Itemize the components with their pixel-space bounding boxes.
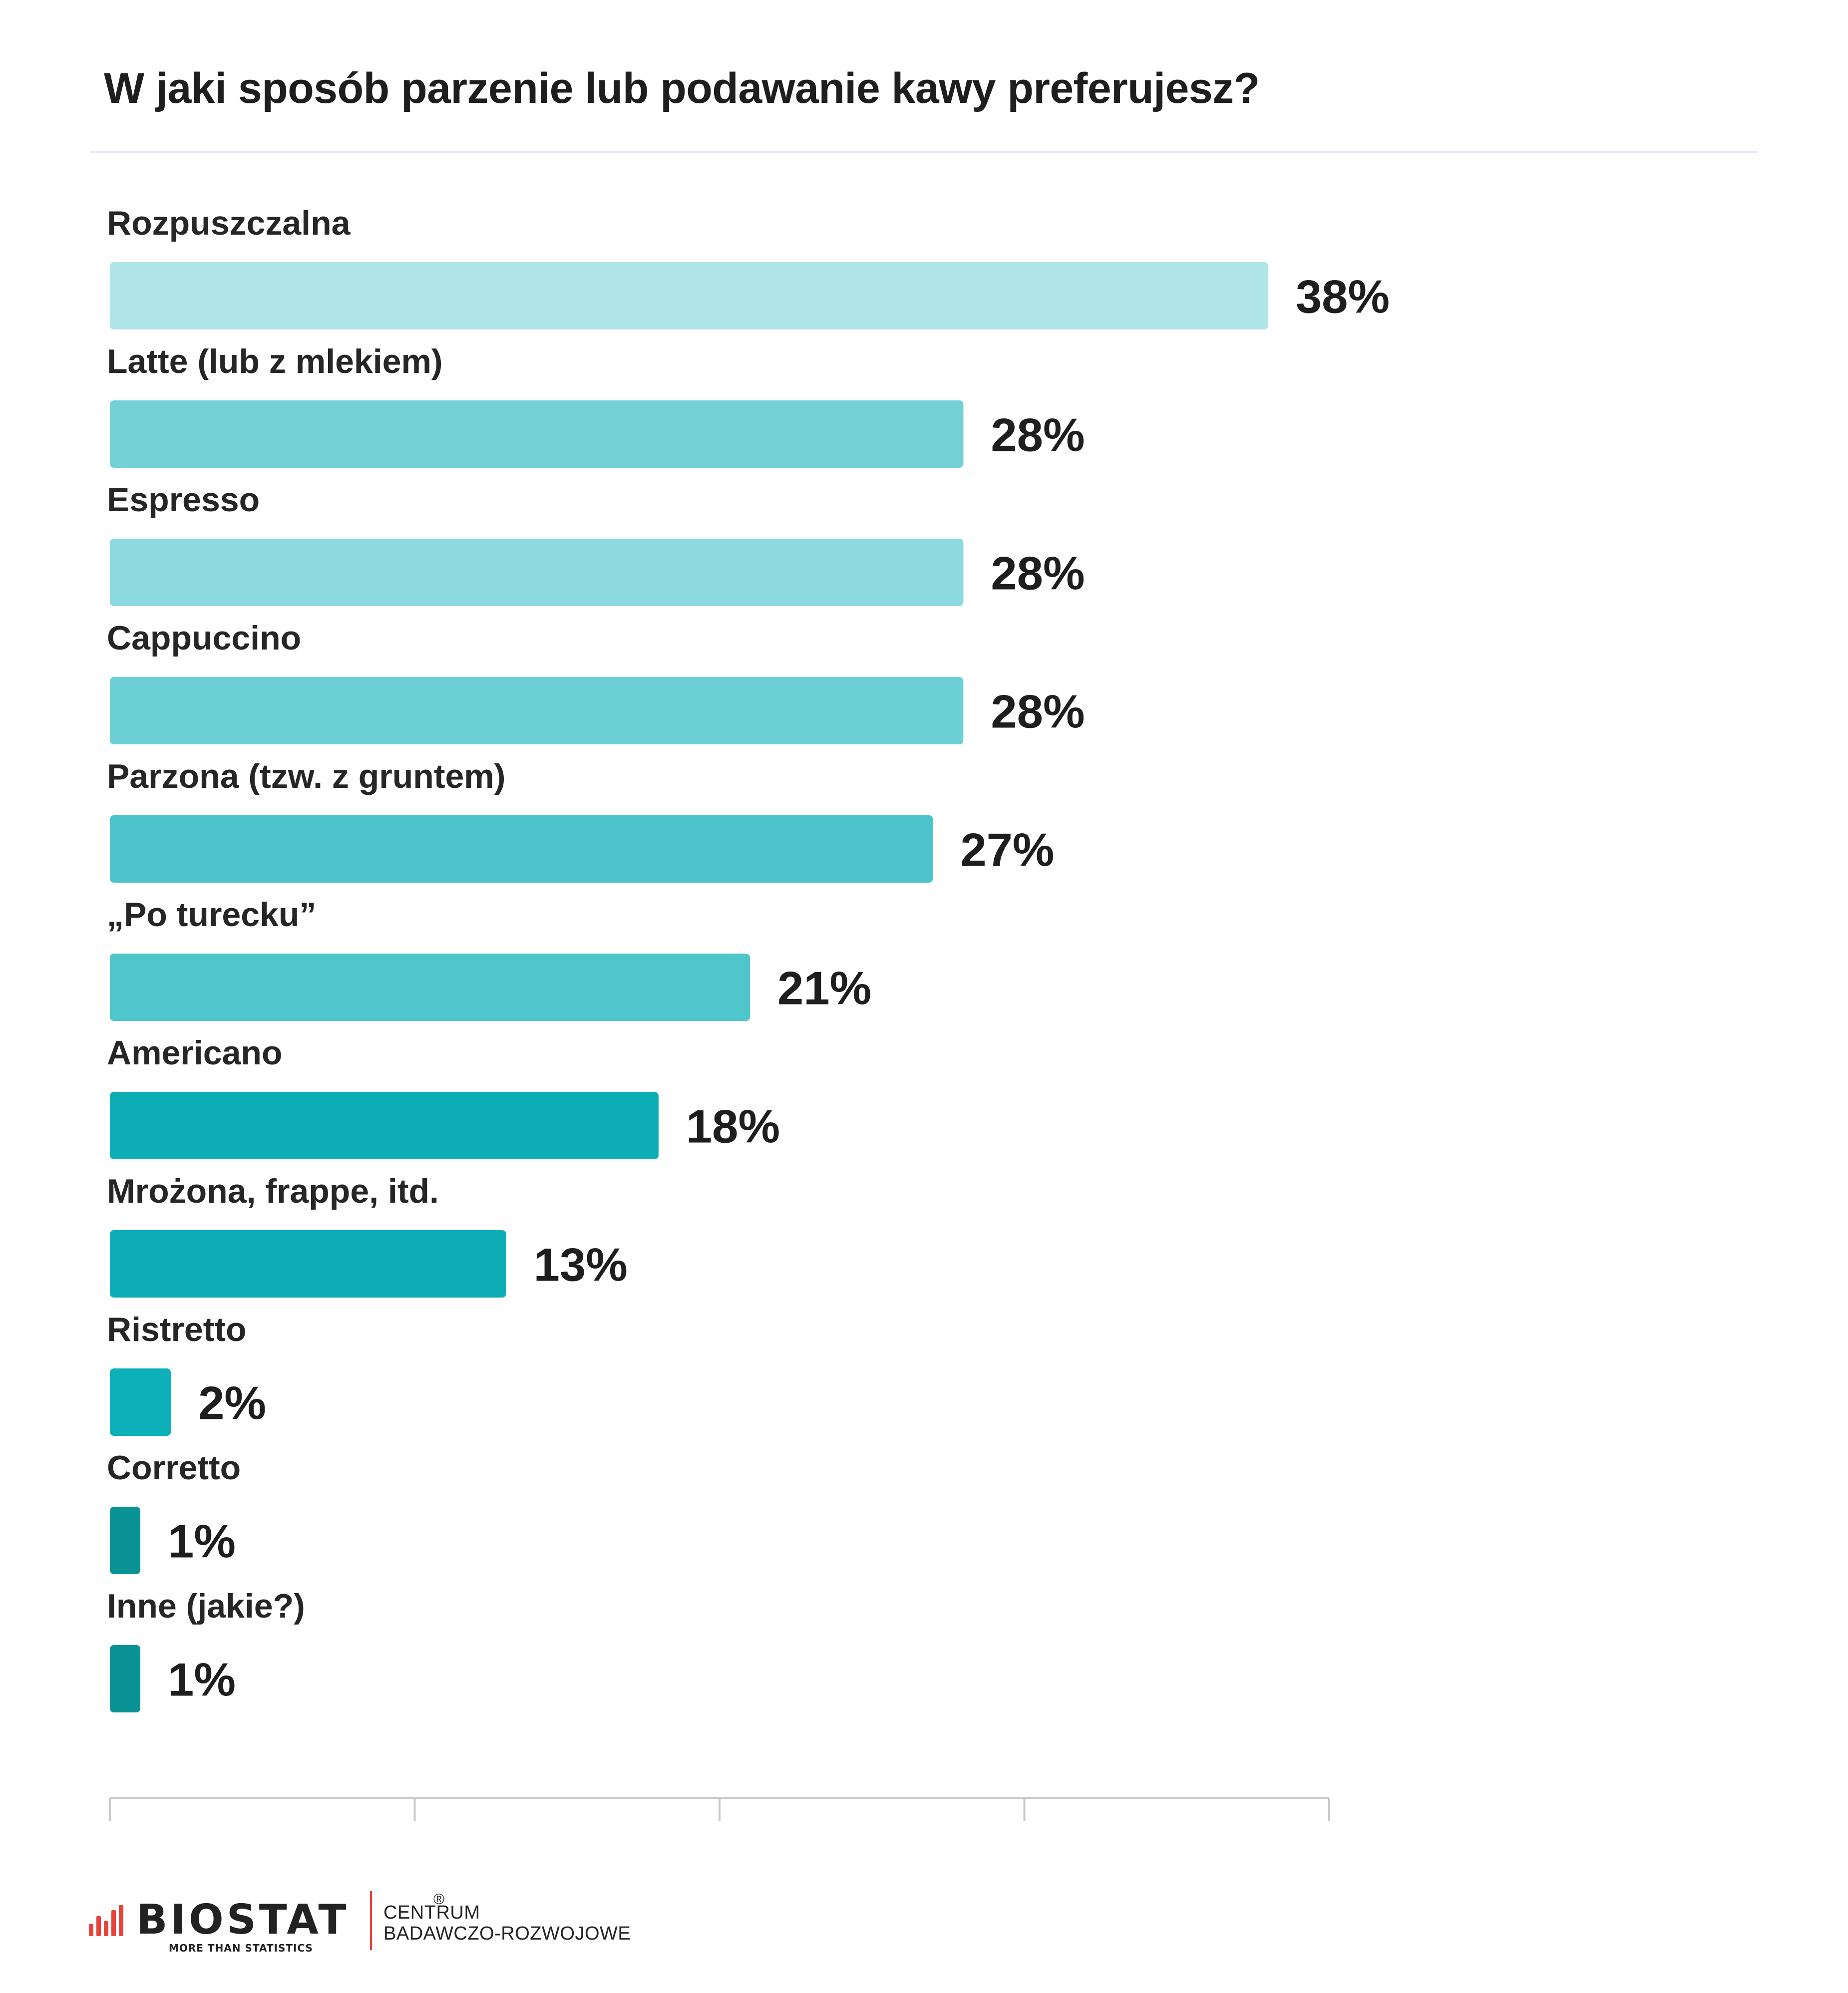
category-label-inne-jakie: Inne (jakie?) [107,1587,305,1625]
category-label-po-turecku: „Po turecku” [107,896,316,934]
bar-rozpuszczalna [110,262,1268,330]
value-label-americano: 18% [686,1100,780,1153]
bar-americano [110,1092,659,1159]
category-label-ristretto: Ristretto [107,1311,247,1348]
value-label-inne-jakie: 1% [168,1654,236,1706]
chart-title: W jaki sposób parzenie lub podawanie kaw… [104,64,1260,112]
bar-po-turecku [110,954,750,1021]
bar-inne-jakie [110,1645,141,1712]
category-label-mrozona-frappe-itd: Mrożona, frappe, itd. [107,1172,439,1210]
category-label-cappuccino: Cappuccino [107,619,301,657]
org-name-line2: BADAWCZO-ROZWOJOWE [383,1923,631,1944]
bar-corretto [110,1507,141,1574]
category-label-rozpuszczalna: Rozpuszczalna [107,204,351,242]
value-label-po-turecku: 21% [777,962,871,1014]
registered-mark: ® [433,1891,445,1908]
org-name-line1: CENTRUM [383,1902,480,1923]
biostat-logo-bars-icon [89,1905,124,1936]
value-label-ristretto: 2% [198,1377,266,1429]
category-label-americano: Americano [107,1034,282,1072]
value-label-rozpuszczalna: 38% [1296,271,1390,323]
value-label-corretto: 1% [168,1515,236,1568]
biostat-logo-wordmark: BIOSTAT [136,1896,350,1944]
bar-parzona-tzw-z-gruntem [110,815,933,883]
footer-divider [370,1891,372,1950]
bar-mrozona-frappe-itd [110,1230,506,1298]
category-label-latte-lub-z-mlekiem: Latte (lub z mlekiem) [107,342,443,380]
footer-branding: BIOSTAT ® MORE THAN STATISTICS CENTRUM B… [89,1891,688,1961]
bar-cappuccino [110,677,964,744]
value-label-espresso: 28% [991,547,1085,600]
title-divider [90,151,1758,153]
category-label-corretto: Corretto [107,1449,241,1487]
category-label-parzona-tzw-z-gruntem: Parzona (tzw. z gruntem) [107,757,505,795]
category-label-espresso: Espresso [107,481,260,519]
bar-ristretto [110,1368,171,1436]
bar-espresso [110,539,964,606]
value-label-mrozona-frappe-itd: 13% [534,1239,628,1291]
value-label-parzona-tzw-z-gruntem: 27% [960,824,1054,876]
value-label-cappuccino: 28% [991,685,1085,738]
value-label-latte-lub-z-mlekiem: 28% [991,409,1085,461]
logo-tagline: MORE THAN STATISTICS [169,1942,313,1954]
bar-latte-lub-z-mlekiem [110,400,964,468]
